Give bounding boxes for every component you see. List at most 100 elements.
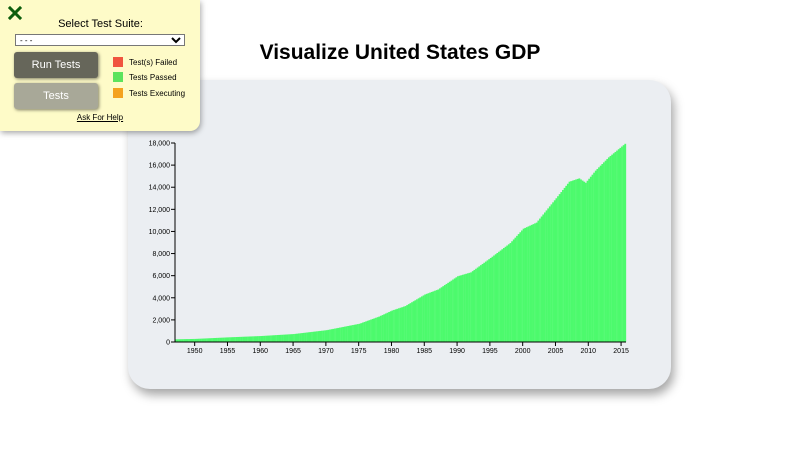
- gdp-bar: [353, 324, 356, 342]
- x-tick-label: 1955: [220, 348, 236, 355]
- gdp-bar: [309, 332, 312, 342]
- gdp-bar: [179, 339, 182, 342]
- gdp-bar: [398, 308, 400, 342]
- suite-label: Select Test Suite:: [58, 18, 143, 30]
- gdp-bar: [378, 316, 381, 342]
- gdp-bar: [325, 330, 328, 342]
- legend-swatch-executing: [113, 88, 123, 98]
- legend-swatch-failed: [113, 57, 123, 67]
- gdp-bar: [322, 330, 325, 342]
- gdp-bar: [550, 204, 553, 342]
- gdp-bar: [407, 304, 410, 342]
- gdp-bar: [452, 279, 454, 342]
- close-icon[interactable]: [8, 6, 22, 20]
- gdp-bar: [530, 224, 533, 342]
- gdp-bar: [404, 306, 407, 342]
- gdp-bar: [389, 311, 392, 342]
- gdp-bar: [189, 339, 192, 342]
- gdp-bar: [288, 334, 290, 342]
- gdp-bar: [247, 336, 249, 342]
- x-tick-label: 2005: [548, 348, 564, 355]
- gdp-bar: [552, 202, 554, 342]
- gdp-bar: [478, 266, 481, 342]
- gdp-bar: [237, 336, 240, 342]
- gdp-bar: [619, 147, 622, 342]
- gdp-bar: [261, 335, 264, 342]
- gdp-bar: [511, 241, 513, 342]
- gdp-bar: [222, 337, 225, 342]
- gdp-bar: [583, 181, 586, 342]
- gdp-bar: [566, 183, 569, 342]
- gdp-bar: [335, 328, 338, 342]
- x-tick-label: 2000: [515, 348, 531, 355]
- gdp-bar: [219, 337, 222, 342]
- y-tick-label: 2,000: [152, 317, 170, 324]
- y-tick-label: 4,000: [152, 295, 170, 302]
- gdp-bar: [207, 338, 210, 342]
- gdp-bar: [448, 281, 451, 342]
- gdp-bar: [412, 301, 415, 342]
- run-tests-button[interactable]: Run Tests: [14, 52, 98, 78]
- y-tick-label: 8,000: [152, 251, 170, 258]
- gdp-bar: [532, 224, 535, 342]
- gdp-bar: [424, 294, 427, 342]
- gdp-bar: [419, 297, 422, 342]
- gdp-bar: [393, 309, 395, 342]
- gdp-bar: [496, 253, 499, 342]
- gdp-bar: [503, 248, 505, 342]
- gdp-bar: [329, 329, 331, 342]
- gdp-bar: [296, 333, 299, 342]
- gdp-bar: [525, 227, 528, 342]
- gdp-bar: [332, 328, 335, 342]
- gdp-bar: [589, 176, 592, 342]
- gdp-bar: [481, 263, 484, 342]
- gdp-bar: [220, 337, 223, 342]
- gdp-bar: [391, 310, 394, 342]
- gdp-bar: [484, 261, 487, 342]
- gdp-bar: [558, 194, 561, 342]
- gdp-bar: [524, 227, 527, 342]
- gdp-bar: [622, 145, 625, 342]
- gdp-bar: [416, 299, 418, 342]
- gdp-bar: [466, 273, 469, 342]
- x-tick-label: 1975: [351, 348, 367, 355]
- gdp-bar: [384, 313, 387, 342]
- gdp-bar: [227, 337, 230, 342]
- gdp-bar: [201, 338, 204, 342]
- gdp-bar: [553, 200, 556, 342]
- gdp-bar: [427, 293, 430, 342]
- gdp-bar: [283, 334, 286, 342]
- gdp-bar: [273, 335, 276, 342]
- page-title: Visualize United States GDP: [259, 41, 541, 64]
- gdp-bar: [440, 287, 443, 342]
- x-tick-label: 1965: [285, 348, 301, 355]
- gdp-bar: [557, 196, 559, 342]
- gdp-bar: [534, 223, 536, 342]
- gdp-bar: [406, 305, 409, 342]
- gdp-bar: [347, 326, 349, 342]
- tests-button[interactable]: Tests: [14, 83, 98, 109]
- gdp-bar: [343, 326, 346, 342]
- gdp-bar: [599, 165, 602, 342]
- suite-select[interactable]: - - -: [15, 34, 185, 46]
- gdp-bar: [445, 283, 448, 342]
- gdp-bar: [284, 334, 287, 342]
- gdp-bar: [330, 329, 333, 342]
- gdp-bar: [604, 160, 607, 342]
- gdp-bar: [314, 331, 317, 342]
- gdp-bar: [468, 272, 471, 342]
- help-link[interactable]: Ask For Help: [76, 113, 124, 122]
- gdp-bar: [617, 149, 620, 342]
- gdp-bar: [493, 255, 495, 342]
- gdp-bar: [229, 337, 231, 342]
- gdp-bar: [279, 334, 282, 342]
- gdp-bar: [576, 178, 579, 342]
- gdp-bar: [316, 331, 318, 342]
- gdp-bar: [234, 337, 236, 342]
- gdp-bar: [352, 325, 354, 342]
- gdp-bar: [535, 222, 538, 342]
- gdp-bar: [499, 250, 502, 342]
- gdp-bar: [197, 338, 200, 342]
- gdp-bar: [417, 298, 420, 342]
- gdp-bar: [421, 296, 423, 342]
